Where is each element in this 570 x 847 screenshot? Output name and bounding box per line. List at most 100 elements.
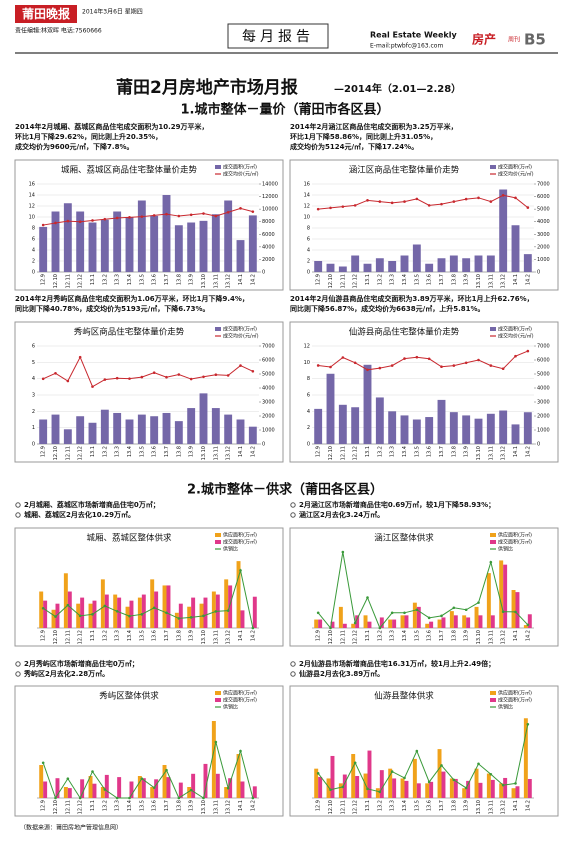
x-tick-label: 13.7: [439, 630, 445, 641]
line: [317, 724, 529, 793]
point: [489, 200, 493, 203]
bar: [55, 778, 60, 798]
x-tick-label: 13.9: [189, 630, 195, 641]
bar: [187, 408, 196, 444]
x-tick-label: 13.2: [102, 800, 108, 811]
chart-title: 城厢、荔城区整体供求: [86, 533, 172, 544]
bar: [137, 776, 142, 798]
bar: [392, 778, 397, 798]
bar: [449, 412, 458, 444]
point: [489, 560, 493, 564]
x-tick-label: 13.4: [402, 800, 408, 811]
point: [128, 614, 131, 618]
bar: [67, 591, 72, 628]
bar: [211, 591, 216, 628]
point: [251, 210, 255, 213]
point: [329, 626, 332, 630]
bar: [486, 773, 491, 798]
x-tick-label: 12.11: [65, 630, 71, 644]
caption-line: 城厢、荔城区2月去化10.29万㎡。: [24, 510, 135, 519]
point: [390, 364, 394, 367]
point: [152, 371, 156, 374]
x-tick-label: 14.1: [238, 446, 244, 457]
x-tick-label: 14.2: [525, 800, 531, 811]
bar: [351, 407, 360, 444]
x-tick-label: 12.9: [41, 446, 47, 457]
point: [78, 355, 82, 359]
point: [152, 606, 156, 610]
y2-tick-label: 6000: [262, 232, 275, 238]
point: [202, 614, 205, 618]
bar: [486, 573, 491, 628]
point: [415, 608, 419, 612]
x-tick-label: 13.3: [390, 630, 396, 641]
point: [477, 196, 480, 200]
x-tick-label: 13.9: [464, 630, 470, 641]
bar: [125, 419, 134, 444]
bar: [330, 621, 335, 628]
x-tick-label: 13.10: [201, 800, 207, 814]
bar: [100, 409, 109, 444]
point: [514, 196, 517, 200]
y-tick-label: 12: [304, 344, 310, 350]
y-tick-label: 1: [32, 425, 35, 431]
legend-label: 成交均价(元/㎡): [498, 333, 534, 340]
x-tick-label: 14.2: [250, 274, 256, 285]
x-tick-label: 13.5: [139, 800, 145, 811]
x-tick-label: 12.9: [41, 800, 47, 811]
x-tick-label: 12.11: [340, 446, 346, 460]
x-tick-label: 13.6: [427, 800, 433, 811]
bar: [351, 623, 356, 628]
point: [440, 614, 443, 618]
point: [403, 611, 406, 615]
point: [115, 376, 119, 380]
bar: [150, 787, 155, 798]
legend-label: 供销比: [223, 704, 238, 711]
point: [440, 202, 443, 206]
x-tick-label: 13.10: [201, 274, 207, 288]
x-tick-label: 13.1: [90, 446, 96, 457]
x-tick-label: 13.4: [127, 630, 133, 641]
bar: [88, 603, 93, 628]
point: [165, 375, 168, 379]
footer: （数据来源：莆田房地产管理信息网）: [20, 824, 122, 832]
bar: [437, 749, 442, 798]
point: [316, 207, 320, 211]
bar: [211, 214, 220, 272]
column-box: [227, 23, 329, 49]
y2-tick-label: 7000: [537, 344, 550, 350]
point: [353, 621, 357, 625]
point: [489, 772, 493, 776]
bar: [429, 781, 434, 798]
legend-label: 成交面积(万㎡): [223, 326, 257, 333]
x-tick-label: 13.4: [402, 630, 408, 641]
bar: [425, 623, 430, 628]
y2-tick-label: 5000: [537, 207, 550, 213]
point: [91, 385, 94, 388]
bar: [240, 610, 245, 628]
point: [427, 204, 431, 207]
point: [202, 212, 205, 215]
bar: [342, 774, 347, 798]
chart-title: 秀屿区整体供求: [99, 691, 159, 702]
x-tick-label: 13.1: [90, 274, 96, 285]
bar: [425, 263, 434, 272]
x-tick-label: 13.3: [390, 800, 396, 811]
x-tick-label: 13.8: [451, 630, 457, 641]
x-tick-label: 14.1: [513, 274, 519, 285]
y-tick-label: 4: [32, 248, 35, 254]
point: [115, 216, 119, 220]
bar: [462, 415, 471, 444]
bar: [314, 619, 319, 628]
x-tick-label: 13.7: [164, 630, 170, 641]
bar: [474, 768, 479, 798]
bar: [404, 615, 409, 628]
bar: [39, 591, 44, 628]
bar: [162, 195, 171, 272]
column: 每月报告: [242, 29, 314, 45]
x-tick-label: 13.8: [451, 800, 457, 811]
bar: [330, 755, 335, 798]
bar: [224, 200, 233, 272]
legend-label: 成交面积(万㎡): [498, 539, 532, 546]
point: [214, 214, 218, 218]
